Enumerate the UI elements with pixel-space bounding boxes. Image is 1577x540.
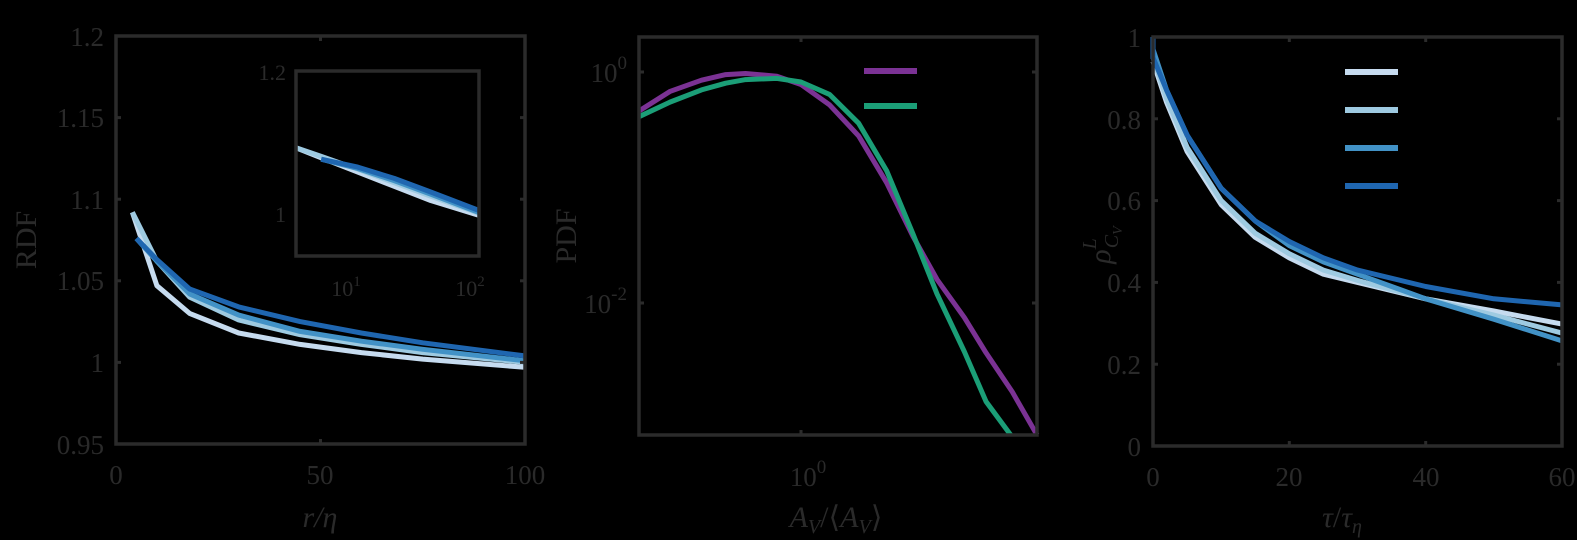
corr-xtick-0: 0 <box>1146 462 1160 492</box>
corr-ytick-0.8: 0.8 <box>1107 105 1141 135</box>
corr-xtick-20: 20 <box>1276 462 1303 492</box>
pdf-xtick-1e0: 100 <box>790 457 827 492</box>
inset-xtick-10-1: 101 <box>331 274 361 301</box>
corr-ytick-0: 0 <box>1128 432 1142 462</box>
corr-ytick-0.4: 0.4 <box>1107 268 1141 298</box>
rdf-ytick-0.95: 0.95 <box>57 430 104 460</box>
rdf-panel: 1.2 1.15 1.1 1.05 1 0.95 0 50 100 r/η RD… <box>10 22 545 534</box>
inset-ytick-1.2: 1.2 <box>259 60 287 85</box>
rdf-ytick-1.15: 1.15 <box>57 103 104 133</box>
curve-series-4 <box>1150 37 1563 308</box>
rdf-xtick-100: 100 <box>505 460 546 490</box>
curve-series-green <box>637 75 1013 437</box>
correlation-ticks <box>1153 37 1562 446</box>
curve-series-4 <box>134 236 526 359</box>
corr-ytick-0.2: 0.2 <box>1107 350 1141 380</box>
corr-ylabel: ρLCV <box>1079 225 1126 265</box>
pdf-ylabel: PDF <box>550 208 583 263</box>
rdf-inset: 1.2 1 101 102 <box>259 60 485 301</box>
rdf-xtick-0: 0 <box>109 460 123 490</box>
pdf-axes-frame <box>637 35 1039 437</box>
inset-xtick-10-2: 102 <box>455 274 485 301</box>
pdf-panel: 100 10-2 100 AV/⟨AV⟩ PDF <box>550 35 1040 538</box>
rdf-inset-curves <box>295 145 480 218</box>
pdf-ytick-1e-2: 10-2 <box>584 284 627 319</box>
corr-xtick-40: 40 <box>1413 462 1440 492</box>
pdf-curves <box>637 71 1040 437</box>
rdf-y-ticks <box>116 36 525 444</box>
correlation-axes-frame <box>1151 35 1564 448</box>
rdf-xlabel: r/η <box>303 501 338 534</box>
corr-xtick-60: 60 <box>1549 462 1576 492</box>
corr-xlabel: τ/τη <box>1322 501 1362 538</box>
rdf-ytick-1: 1 <box>91 348 105 378</box>
corr-ytick-1: 1 <box>1128 23 1142 53</box>
rdf-axes-frame <box>114 34 527 446</box>
inset-ytick-1: 1 <box>275 202 286 227</box>
curve-series-1 <box>130 211 526 370</box>
curve-series-purple <box>637 71 1040 437</box>
rdf-ytick-1.2: 1.2 <box>70 22 104 52</box>
rdf-ylabel: RDF <box>10 211 43 269</box>
pdf-ticks <box>639 37 1037 435</box>
rdf-xtick-50: 50 <box>307 460 334 490</box>
rdf-curves <box>130 211 526 370</box>
rdf-ytick-1.05: 1.05 <box>57 266 104 296</box>
correlation-curves <box>1150 37 1563 344</box>
curve-series-4 <box>320 156 480 213</box>
pdf-xlabel: AV/⟨AV⟩ <box>788 501 883 538</box>
correlation-panel: 1 0.8 0.6 0.4 0.2 0 0 20 40 60 τ/τη ρLCV <box>1079 23 1576 538</box>
rdf-ytick-1.1: 1.1 <box>70 185 104 215</box>
rdf-inset-frame <box>294 69 481 258</box>
corr-ytick-0.6: 0.6 <box>1107 186 1141 216</box>
pdf-ytick-1e0: 100 <box>591 53 628 88</box>
